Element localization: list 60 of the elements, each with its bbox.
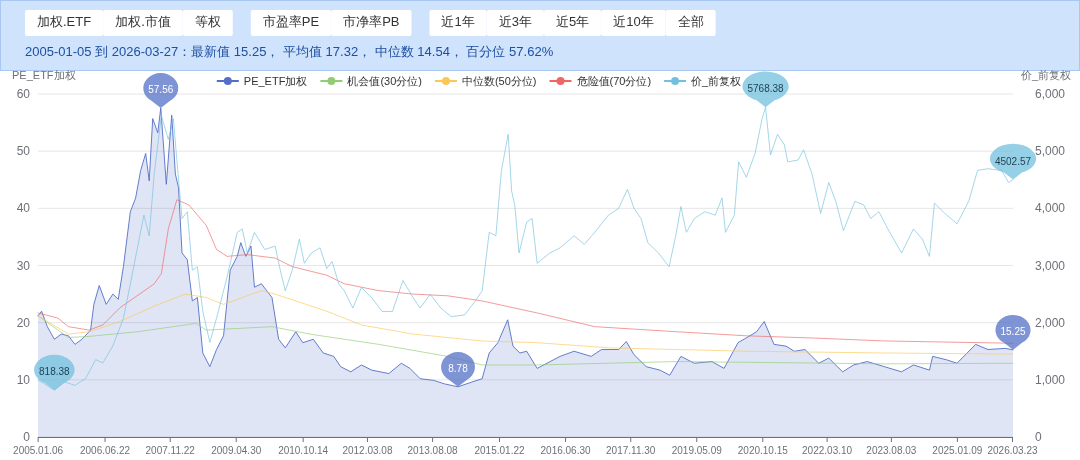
x-tick-label: 2016.06.30	[540, 445, 592, 456]
button: 市净率PB	[331, 10, 412, 36]
x-tick-label: 2017.11.30	[606, 445, 656, 456]
label: 57.56	[143, 73, 179, 108]
x-tick-label: 2015.01.22	[474, 445, 525, 456]
button: 加权.ETF	[25, 10, 104, 36]
data-label: 818.38	[39, 366, 71, 378]
x-tick-label: 2007.11.22	[145, 445, 196, 456]
data-label: 5768.38	[747, 83, 785, 95]
data-label: 8.78	[448, 362, 469, 374]
y2-tick-label: 5,000	[1035, 144, 1066, 159]
label: 818.38	[34, 354, 75, 391]
data-label: 15.25	[1000, 325, 1026, 337]
y2-tick-label: 1,000	[1035, 372, 1066, 387]
y2-tick-label: 6,000	[1035, 87, 1066, 101]
chart-subtitle: 2005-01-05 到 2026-03-27：最新值 15.25， 平均值 17.32， 中位数 14.54， 百分位 57.62%	[25, 44, 554, 59]
label: 15.25	[995, 315, 1031, 350]
y-tick-label: 0	[23, 430, 31, 444]
legend-label: 价_前复权	[690, 75, 742, 87]
x-tick-label: 2022.03.10	[802, 445, 853, 456]
x-tick-label: 2010.10.14	[278, 445, 329, 456]
button: 全部	[665, 10, 716, 36]
button: 近10年	[601, 10, 666, 36]
button: 近1年	[429, 10, 487, 36]
y-tick-label: 50	[16, 144, 31, 159]
x-tick-label: 2006.06.22	[80, 445, 131, 456]
x-tick-label: 2009.04.30	[211, 445, 262, 456]
x-tick-label: 2013.08.08	[407, 445, 459, 456]
data-label: 4502.57	[994, 155, 1032, 167]
button: 近5年	[543, 10, 602, 36]
y2-tick-label: 2,000	[1035, 315, 1066, 330]
button: 市盈率PE	[250, 10, 332, 36]
y-axis-title: PE_ETF加权	[12, 69, 76, 81]
legend-label: PE_ETF加权	[243, 75, 308, 87]
legend-label: 危险值(70分位)	[576, 75, 652, 87]
x-tick-label: 2025.01.09	[932, 445, 983, 456]
y-tick-label: 60	[16, 87, 31, 101]
y2-tick-label: 3,000	[1035, 258, 1066, 273]
x-tick-label: 2023.08.03	[866, 445, 917, 456]
label: 8.78	[441, 352, 475, 387]
data-label: 57.56	[148, 83, 174, 95]
button: 等权	[182, 10, 233, 36]
button: 近3年	[486, 10, 544, 36]
y-tick-label: 40	[16, 201, 31, 216]
y-tick-label: 30	[16, 258, 31, 273]
y-tick-label: 20	[16, 315, 31, 330]
legend-label: 中位数(50分位)	[461, 75, 537, 87]
label: 5768.38	[742, 71, 789, 108]
x-tick-label: 2012.03.08	[342, 445, 393, 456]
legend-label: 机会值(30分位)	[347, 75, 422, 87]
y2-axis-title: 价_前复权	[1019, 69, 1071, 81]
y2-tick-label: 4,000	[1035, 201, 1066, 216]
x-tick-label: 2019.05.09	[671, 445, 723, 456]
label: 4502.57	[989, 143, 1037, 180]
y-tick-label: 10	[16, 372, 31, 387]
button: 加权.市值	[103, 10, 183, 36]
x-tick-label: 2020.10.15	[737, 445, 789, 456]
x-tick-label: 2005.01.06	[13, 445, 64, 456]
y2-tick-label: 0	[1035, 430, 1042, 444]
x-tick-label: 2026.03.23	[987, 445, 1038, 456]
